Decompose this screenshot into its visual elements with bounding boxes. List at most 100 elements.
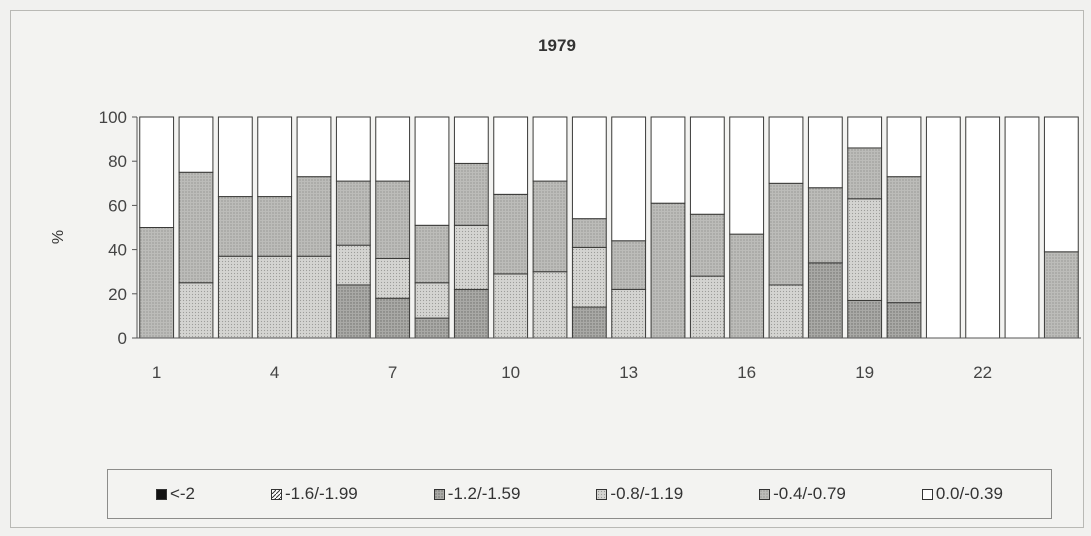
bar-segment bbox=[886, 116, 922, 178]
bar-segment bbox=[847, 198, 883, 301]
bar-segment bbox=[335, 244, 371, 286]
bar-segment bbox=[611, 116, 647, 242]
legend-swatch bbox=[596, 488, 608, 500]
y-tick-label: 0 bbox=[118, 329, 127, 348]
legend-label: -1.6/-1.99 bbox=[284, 484, 358, 503]
bar-segment bbox=[375, 297, 411, 339]
bar-segment bbox=[453, 116, 489, 164]
bar-segment bbox=[571, 116, 607, 220]
bar-segment bbox=[296, 116, 332, 178]
bar-segment bbox=[453, 162, 489, 226]
bar-segment bbox=[375, 180, 411, 259]
bar-segment bbox=[296, 176, 332, 257]
y-tick-label: 60 bbox=[108, 196, 127, 215]
bar-segment bbox=[650, 202, 686, 339]
bar-segment bbox=[375, 257, 411, 299]
y-tick-label: 80 bbox=[108, 152, 127, 171]
bar-segment bbox=[335, 284, 371, 339]
bar-segment bbox=[335, 116, 371, 182]
bar-segment bbox=[532, 180, 568, 273]
bar-segment bbox=[807, 262, 843, 339]
legend-item: -0.4/-0.79 bbox=[759, 484, 846, 504]
bar-segment bbox=[729, 116, 765, 235]
legend-label: 0.0/-0.39 bbox=[935, 484, 1003, 503]
bar-segment bbox=[847, 116, 883, 149]
bar-segment bbox=[611, 240, 647, 290]
legend-swatch bbox=[921, 488, 933, 500]
bar-segment bbox=[178, 282, 214, 339]
bars bbox=[139, 116, 1079, 339]
legend-item: 0.0/-0.39 bbox=[921, 484, 1003, 504]
bar-segment bbox=[296, 255, 332, 339]
bar-segment bbox=[217, 255, 253, 339]
legend-label: <-2 bbox=[169, 484, 196, 503]
bar-segment bbox=[335, 180, 371, 246]
bar-segment bbox=[847, 147, 883, 200]
bar-segment bbox=[257, 255, 293, 339]
legend-item: -1.6/-1.99 bbox=[270, 484, 358, 504]
bar-segment bbox=[532, 271, 568, 339]
x-axis: 1 4 7 10 13 16 19 22 bbox=[137, 337, 1081, 382]
bar-segment bbox=[807, 116, 843, 189]
legend-label: -1.2/-1.59 bbox=[447, 484, 521, 503]
bar-segment bbox=[414, 317, 450, 339]
bar-segment bbox=[257, 196, 293, 257]
bar-segment bbox=[1004, 116, 1040, 339]
bar-segment bbox=[886, 302, 922, 339]
legend-swatch bbox=[270, 488, 282, 500]
bar-segment bbox=[178, 116, 214, 173]
legend-label: -0.4/-0.79 bbox=[773, 484, 846, 503]
bar-segment bbox=[611, 288, 647, 339]
x-tick-label: 4 bbox=[270, 363, 279, 382]
x-tick-label: 10 bbox=[501, 363, 520, 382]
chart-frame: 1979 % 0 20 40 60 80 100 1 4 7 10 13 16 19 22 <-2 -1.… bbox=[10, 10, 1084, 528]
bar-segment bbox=[414, 116, 450, 226]
x-tick-label: 16 bbox=[737, 363, 756, 382]
x-tick-label: 19 bbox=[855, 363, 874, 382]
bar-segment bbox=[768, 116, 804, 184]
bar-segment bbox=[453, 224, 489, 290]
bar-segment bbox=[414, 224, 450, 284]
y-axis-label: % bbox=[50, 230, 67, 244]
bar-segment bbox=[571, 218, 607, 248]
bar-segment bbox=[178, 171, 214, 284]
legend-swatch bbox=[433, 488, 445, 500]
y-tick-label: 40 bbox=[108, 241, 127, 260]
bar-segment bbox=[257, 116, 293, 198]
bar-segment bbox=[139, 116, 175, 228]
legend-label: -0.8/-1.19 bbox=[610, 484, 684, 503]
x-tick-label: 13 bbox=[619, 363, 638, 382]
bar-segment bbox=[375, 116, 411, 182]
bar-segment bbox=[768, 182, 804, 286]
legend-item: -0.8/-1.19 bbox=[596, 484, 683, 504]
bar-segment bbox=[925, 116, 961, 339]
chart-title: 1979 bbox=[538, 36, 576, 55]
bar-segment bbox=[571, 246, 607, 308]
bar-segment bbox=[886, 176, 922, 304]
bar-segment bbox=[1043, 251, 1079, 339]
y-tick-label: 20 bbox=[108, 285, 127, 304]
x-tick-label: 1 bbox=[152, 363, 161, 382]
bar-segment bbox=[689, 275, 725, 339]
x-tick-label: 22 bbox=[973, 363, 992, 382]
bar-segment bbox=[571, 306, 607, 339]
bar-segment bbox=[1043, 116, 1079, 253]
y-tick-label: 100 bbox=[99, 108, 127, 127]
bar-segment bbox=[414, 282, 450, 319]
bar-segment bbox=[689, 213, 725, 277]
bar-segment bbox=[139, 227, 175, 339]
x-tick-label: 7 bbox=[388, 363, 397, 382]
bar-segment bbox=[532, 116, 568, 182]
bar-segment bbox=[493, 273, 529, 339]
bar-segment bbox=[965, 116, 1001, 339]
bar-segment bbox=[217, 116, 253, 198]
bar-segment bbox=[807, 187, 843, 264]
bar-segment bbox=[768, 284, 804, 339]
bar-segment bbox=[847, 299, 883, 339]
legend: <-2 -1.6/-1.99 -1.2/-1.59 -0.8/-1.19 -0.4/-0… bbox=[107, 469, 1052, 519]
bar-segment bbox=[453, 288, 489, 339]
bar-segment bbox=[493, 116, 529, 195]
legend-swatch bbox=[155, 488, 167, 500]
bar-segment bbox=[217, 196, 253, 257]
bar-segment bbox=[689, 116, 725, 215]
